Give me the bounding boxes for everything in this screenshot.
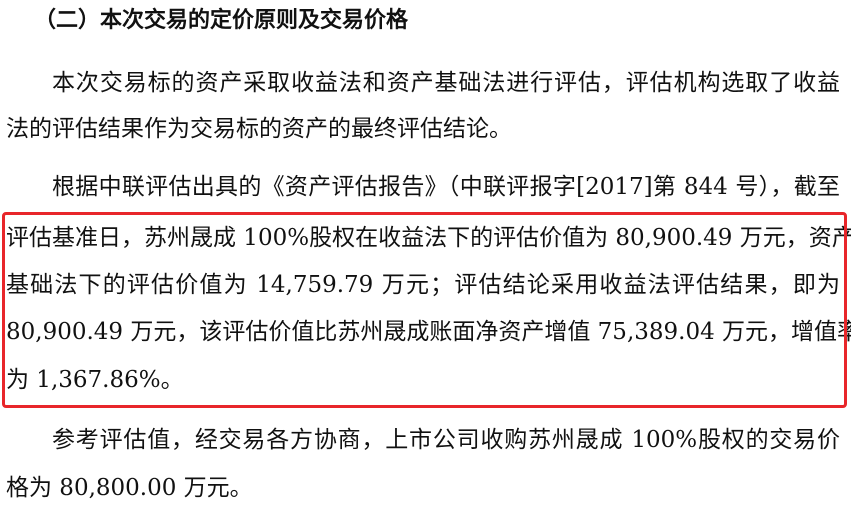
paragraph-2-line-5: 为 1,367.86%。	[6, 367, 184, 393]
section-heading: （二）本次交易的定价原则及交易价格	[34, 8, 409, 33]
paragraph-3-line-1: 参考评估值，经交易各方协商，上市公司收购苏州晟成 100%股权的交易价	[52, 427, 840, 453]
paragraph-3-line-2: 格为 80,800.00 万元。	[6, 475, 253, 501]
highlight-box	[2, 212, 847, 408]
paragraph-2-line-1: 根据中联评估出具的《资产评估报告》（中联评报字[2017]第 844 号），截至	[52, 174, 840, 200]
paragraph-2-line-4: 80,900.49 万元，该评估价值比苏州晟成账面净资产增值 75,389.04…	[6, 319, 851, 345]
paragraph-2-line-2: 评估基准日，苏州晟成 100%股权在收益法下的评估价值为 80,900.49 万…	[6, 225, 851, 251]
paragraph-1-line-1: 本次交易标的资产采取收益法和资产基础法进行评估，评估机构选取了收益	[52, 70, 840, 96]
paragraph-2-line-3: 基础法下的评估价值为 14,759.79 万元；评估结论采用收益法评估结果，即为	[6, 272, 840, 298]
paragraph-1-line-2: 法的评估结果作为交易标的资产的最终评估结论。	[6, 116, 512, 142]
